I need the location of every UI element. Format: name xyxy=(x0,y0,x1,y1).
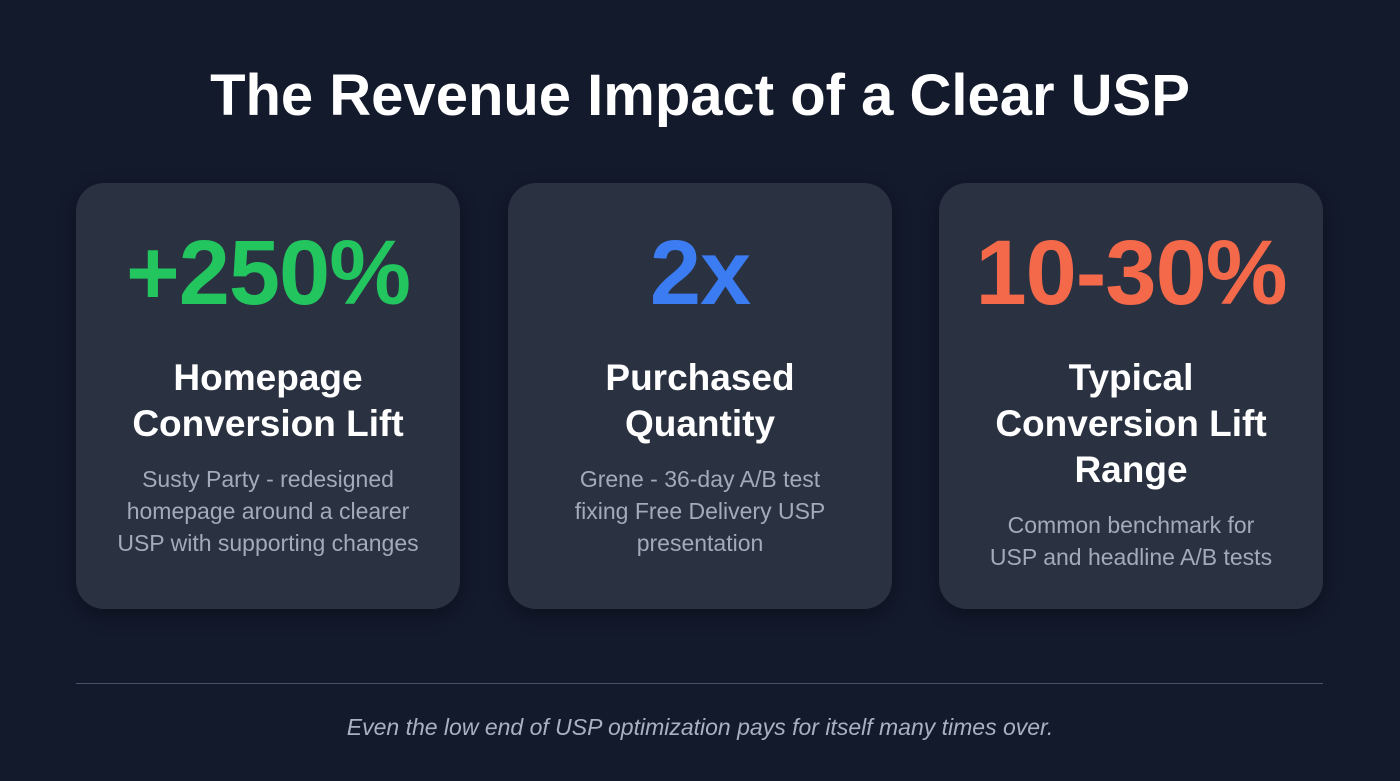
stat-description: Common benchmark for USP and headline A/B… xyxy=(939,509,1323,573)
stat-value: 10-30% xyxy=(975,222,1287,324)
stat-label: Purchased Quantity xyxy=(508,355,892,447)
stat-description-line: USP with supporting changes xyxy=(117,530,419,556)
stat-description-line: USP and headline A/B tests xyxy=(989,544,1273,570)
stat-description-line: Grene - 36-day A/B test xyxy=(579,466,821,492)
stat-description-line: fixing Free Delivery USP xyxy=(574,498,826,524)
stat-description: Susty Party - redesigned homepage around … xyxy=(76,463,460,559)
stat-value: 2x xyxy=(649,222,751,324)
stat-label-line: Typical xyxy=(1068,357,1194,398)
stat-description-line: Susty Party - redesigned xyxy=(142,466,394,492)
stat-label-line: Conversion Lift xyxy=(995,403,1267,444)
stat-label-line: Range xyxy=(1074,449,1188,490)
stat-label: Homepage Conversion Lift xyxy=(76,355,460,447)
stat-card: 10-30% Typical Conversion Lift Range Common … xyxy=(939,183,1323,609)
stat-label: Typical Conversion Lift Range xyxy=(939,355,1323,493)
stat-label-line: Quantity xyxy=(624,403,776,444)
divider xyxy=(76,683,1323,684)
footer-note: Even the low end of USP optimization pay… xyxy=(346,714,1054,740)
page-title: The Revenue Impact of a Clear USP xyxy=(210,63,1190,128)
stat-description: Grene - 36-day A/B test fixing Free Deliv… xyxy=(508,463,892,559)
stat-card: +250% Homepage Conversion Lift Susty Party … xyxy=(76,183,460,609)
stat-card: 2x Purchased Quantity Grene - 36-day A/B te… xyxy=(508,183,892,609)
stat-label-line: Conversion Lift xyxy=(132,403,404,444)
stat-description-line: homepage around a clearer xyxy=(126,498,410,524)
stat-label-line: Homepage xyxy=(173,357,363,398)
stat-description-line: presentation xyxy=(636,530,764,556)
stat-value: +250% xyxy=(125,222,411,324)
stat-label-line: Purchased xyxy=(605,357,795,398)
stat-description-line: Common benchmark for xyxy=(1007,512,1255,538)
